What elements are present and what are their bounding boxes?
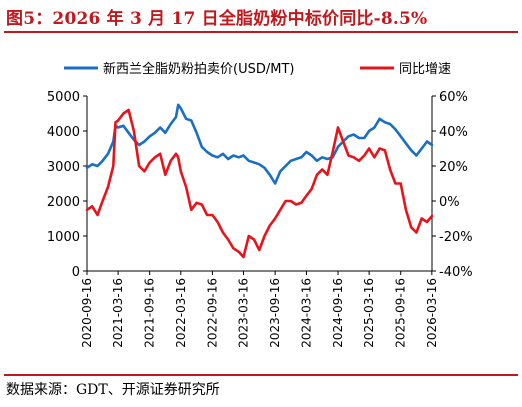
title-rule [4,31,518,33]
series-line-yoy [85,108,434,259]
x-tick-label: 2021-03-16 [111,278,125,348]
x-tick-label: 2020-09-16 [80,278,94,348]
y-right-tick-label: 40% [439,125,468,140]
legend-label-price: 新西兰全脂奶粉拍卖价(USD/MT) [103,61,294,77]
legend: 新西兰全脂奶粉拍卖价(USD/MT) 同比增速 [64,61,451,77]
x-tick-label: 2024-03-16 [299,278,313,348]
y-left-tick-label: 3000 [47,160,80,175]
x-tick-label: 2021-09-16 [143,278,157,348]
x-tick-label: 2022-09-16 [205,278,219,348]
y-left-tick-label: 1000 [47,230,80,245]
y-left-tick-label: 4000 [47,125,80,140]
x-tick-label: 2022-03-16 [174,278,188,348]
y-left-tick-label: 2000 [47,195,80,210]
axes: 0 1000 2000 3000 4000 5000 -40% -20% 0% 20% 40% 60%… [47,90,473,348]
y-left-tick-label: 5000 [47,90,80,105]
x-tick-label: 2025-09-16 [394,278,408,348]
figure-title: 图5：2026 年 3 月 17 日全脂奶粉中标价同比-8.5% [6,9,428,29]
x-tick-label: 2024-09-16 [331,278,345,348]
x-tick-label: 2025-03-16 [362,278,376,348]
y-right-tick-label: 60% [439,90,468,105]
y-right-tick-label: 0% [439,195,460,210]
y-right-tick-label: -40% [439,265,473,280]
legend-label-yoy: 同比增速 [399,62,451,77]
series-layer [85,103,434,259]
x-tick-label: 2023-09-16 [268,278,282,348]
x-tick-label: 2026-03-16 [425,278,439,348]
y-right-tick-label: 20% [439,160,468,175]
y-left-tick-label: 0 [72,265,80,280]
source-rule [4,374,518,376]
source-note: 数据来源：GDT、开源证券研究所 [6,382,220,398]
series-line-price [85,103,434,185]
x-tick-label: 2023-03-16 [237,278,251,348]
y-right-tick-label: -20% [439,230,473,245]
